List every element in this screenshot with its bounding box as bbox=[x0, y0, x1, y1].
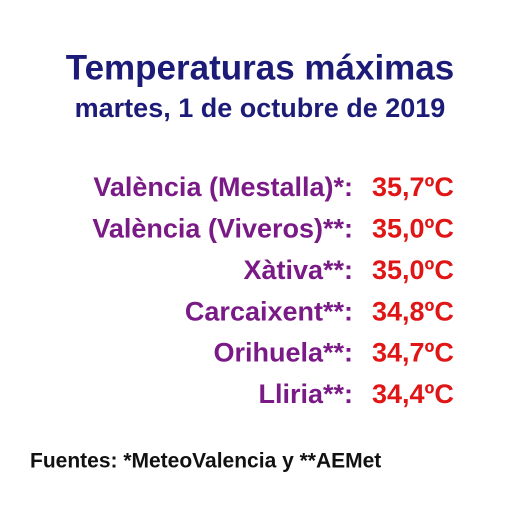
max-temperature: 35,0ºC bbox=[372, 214, 454, 244]
station-name: Lliria**: bbox=[258, 379, 353, 409]
subtitle: martes, 1 de octubre de 2019 bbox=[75, 93, 446, 123]
max-temperature: 34,4ºC bbox=[372, 379, 454, 409]
station-name: València (Mestalla)*: bbox=[93, 172, 353, 202]
title: Temperaturas máximas bbox=[66, 48, 454, 87]
temperature-table: València (Mestalla)*: 35,7ºC València (Viv… bbox=[92, 172, 454, 409]
station-name: Carcaixent**: bbox=[185, 296, 353, 326]
max-temperature: 35,7ºC bbox=[372, 172, 454, 202]
max-temperature: 34,7ºC bbox=[372, 338, 454, 368]
max-temperature: 35,0ºC bbox=[372, 255, 454, 285]
sources: Fuentes: *MeteoValencia y **AEMet bbox=[30, 450, 381, 473]
station-name: València (Viveros)**: bbox=[92, 214, 353, 244]
station-name: Xàtiva**: bbox=[243, 255, 353, 285]
station-name: Orihuela**: bbox=[213, 338, 353, 368]
max-temperature: 34,8ºC bbox=[372, 296, 454, 326]
